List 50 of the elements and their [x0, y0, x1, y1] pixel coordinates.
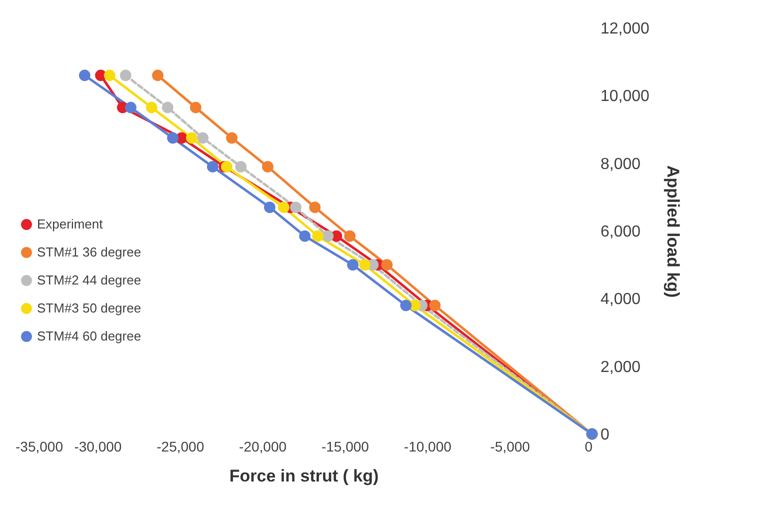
point	[262, 161, 274, 172]
legend-label: STM#3 50 degree	[37, 300, 142, 316]
point	[167, 132, 178, 144]
x-tick-label: 0	[584, 438, 593, 454]
y-tick-label: 12,000	[600, 20, 650, 38]
point	[125, 102, 136, 114]
point	[186, 132, 198, 144]
y-tick-label: 10,000	[600, 88, 650, 106]
point	[400, 300, 412, 312]
point	[226, 132, 238, 144]
x-tick-label: -15,000	[321, 438, 370, 454]
x-axis-title: Force in strut ( kg)	[229, 466, 379, 486]
x-tick-label: -5,000	[490, 438, 530, 454]
point	[322, 230, 334, 242]
point	[381, 259, 393, 271]
point	[190, 102, 202, 114]
legend-label: STM#1 36 degree	[37, 244, 142, 260]
point	[120, 70, 132, 82]
legend-label: STM#2 44 degree	[37, 272, 142, 288]
point	[344, 230, 356, 242]
y-tick-label: 2,000	[600, 358, 641, 376]
x-tick-label: -30,000	[74, 438, 122, 454]
point	[197, 132, 208, 144]
point	[78, 70, 90, 82]
point	[347, 259, 358, 271]
point	[264, 202, 276, 214]
x-tick-label: -10,000	[404, 438, 452, 454]
x-tick-label: -35,000	[16, 438, 64, 454]
point	[429, 300, 441, 312]
point	[299, 230, 311, 242]
y-tick-label: 6,000	[600, 224, 641, 240]
legend-label: STM#4 60 degree	[37, 328, 142, 344]
point	[309, 202, 321, 214]
point	[104, 70, 116, 82]
y-tick-label: 8,000	[600, 156, 641, 173]
legend-label: Experiment	[37, 216, 104, 232]
point	[312, 230, 324, 242]
y-tick-label: 0	[600, 426, 610, 444]
y-tick-label: 4,000	[600, 291, 641, 308]
point	[162, 102, 174, 114]
point	[146, 102, 158, 114]
point	[206, 161, 218, 172]
x-tick-label: -20,000	[239, 438, 287, 454]
point	[278, 202, 290, 214]
y-axis-title: Applied load kg)	[663, 165, 682, 298]
point	[235, 161, 247, 172]
x-tick-label: -25,000	[156, 438, 204, 454]
point	[290, 202, 302, 214]
point	[152, 70, 164, 82]
point	[359, 259, 371, 271]
